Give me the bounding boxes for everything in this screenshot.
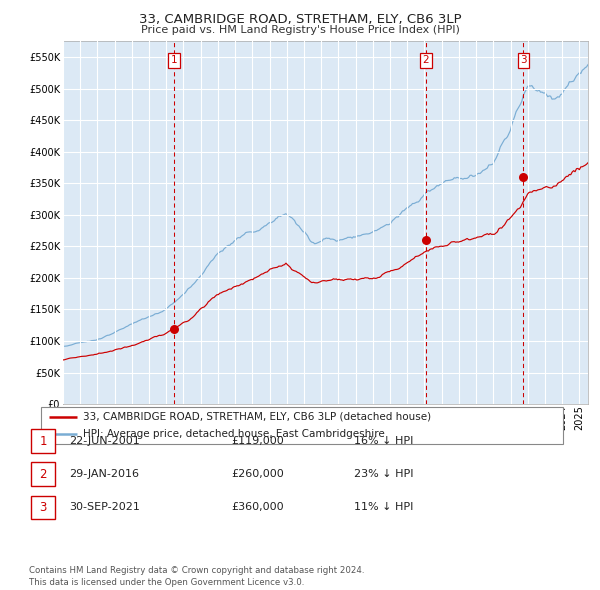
Text: 3: 3: [520, 55, 527, 65]
Text: 29-JAN-2016: 29-JAN-2016: [69, 470, 139, 479]
FancyBboxPatch shape: [31, 463, 55, 486]
Text: Price paid vs. HM Land Registry's House Price Index (HPI): Price paid vs. HM Land Registry's House …: [140, 25, 460, 35]
Text: £360,000: £360,000: [231, 503, 284, 512]
Text: 1: 1: [171, 55, 178, 65]
FancyBboxPatch shape: [31, 430, 55, 453]
Text: 3: 3: [40, 501, 47, 514]
Text: 2: 2: [422, 55, 429, 65]
Text: 33, CAMBRIDGE ROAD, STRETHAM, ELY, CB6 3LP: 33, CAMBRIDGE ROAD, STRETHAM, ELY, CB6 3…: [139, 13, 461, 26]
Text: 16% ↓ HPI: 16% ↓ HPI: [354, 437, 413, 446]
Text: 23% ↓ HPI: 23% ↓ HPI: [354, 470, 413, 479]
Text: 1: 1: [40, 435, 47, 448]
Text: 2: 2: [40, 468, 47, 481]
Text: £119,000: £119,000: [231, 437, 284, 446]
Text: HPI: Average price, detached house, East Cambridgeshire: HPI: Average price, detached house, East…: [83, 429, 385, 439]
Text: £260,000: £260,000: [231, 470, 284, 479]
FancyBboxPatch shape: [41, 407, 563, 444]
FancyBboxPatch shape: [31, 496, 55, 519]
Text: Contains HM Land Registry data © Crown copyright and database right 2024.
This d: Contains HM Land Registry data © Crown c…: [29, 566, 364, 587]
Text: 33, CAMBRIDGE ROAD, STRETHAM, ELY, CB6 3LP (detached house): 33, CAMBRIDGE ROAD, STRETHAM, ELY, CB6 3…: [83, 412, 431, 422]
Text: 30-SEP-2021: 30-SEP-2021: [69, 503, 140, 512]
Text: 22-JUN-2001: 22-JUN-2001: [69, 437, 140, 446]
Text: 11% ↓ HPI: 11% ↓ HPI: [354, 503, 413, 512]
